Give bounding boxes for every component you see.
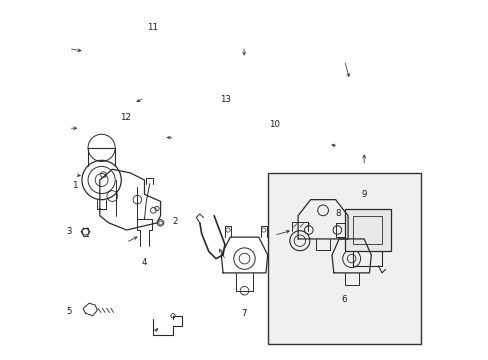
Text: 10: 10 [268,120,279,129]
Text: 5: 5 [66,307,71,316]
Text: 1: 1 [72,181,78,190]
Bar [267,173,421,344]
Bar [353,216,381,244]
Text: 3: 3 [66,227,71,236]
Text: 9: 9 [361,190,366,199]
Text: 4: 4 [142,258,147,267]
Text: 13: 13 [220,95,231,104]
Text: 7: 7 [241,310,246,319]
Text: 6: 6 [341,295,346,304]
Text: 11: 11 [147,23,158,32]
Text: 2: 2 [172,217,177,226]
Text: 12: 12 [120,113,131,122]
Bar [344,208,390,251]
Text: 8: 8 [335,210,340,219]
